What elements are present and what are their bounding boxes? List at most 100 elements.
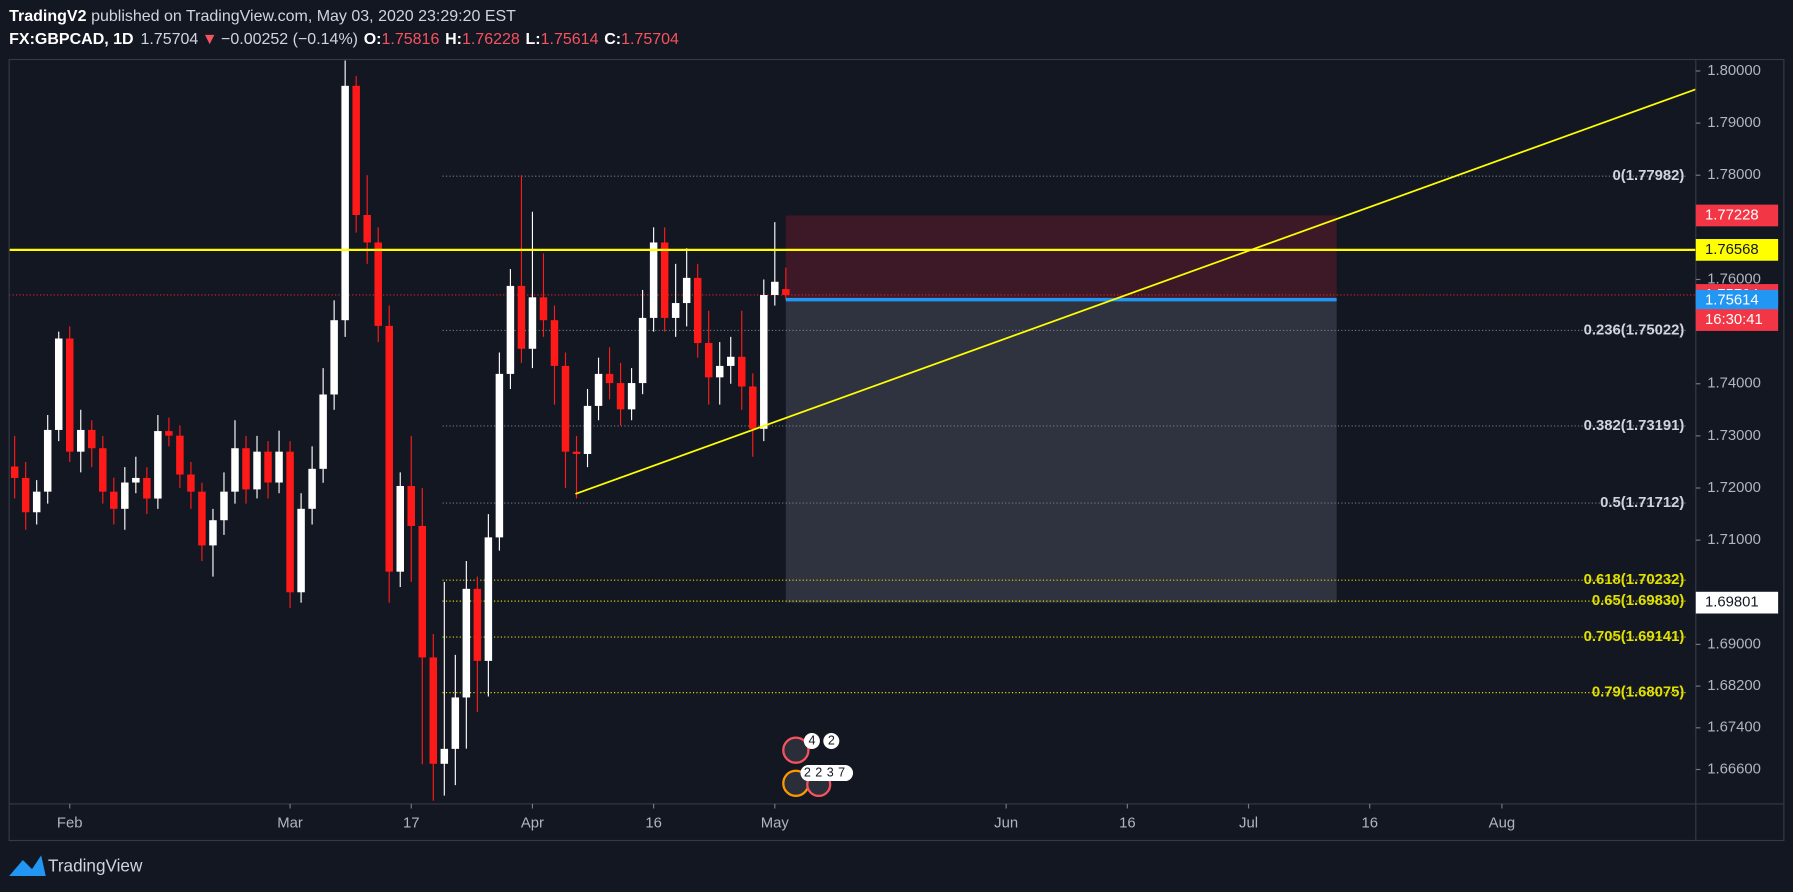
- ohlc-value: 1.75704: [621, 31, 679, 48]
- candle-body: [539, 297, 548, 321]
- candle-body: [495, 373, 504, 538]
- y-tick-label: 1.78000: [1707, 167, 1761, 183]
- event-badges: 4 2 2 2 3 7: [782, 733, 854, 798]
- y-tick-label: 1.80000: [1707, 63, 1761, 79]
- y-tick-label: 1.76000: [1707, 271, 1761, 287]
- candle-body: [704, 343, 713, 378]
- stop-price-label: 1.77228: [1705, 207, 1759, 223]
- plot-area: 0(1.77982) 0.236(1.75022) 0.382(1.73191) 0.…: [9, 60, 1696, 801]
- candle-body: [88, 429, 96, 449]
- y-tick-label: 1.74000: [1707, 376, 1761, 392]
- ohlc-label: H:: [445, 31, 462, 48]
- fib-label: 0(1.77982): [1612, 168, 1684, 184]
- event-badge: [823, 733, 840, 750]
- candle-body: [561, 365, 570, 452]
- ohlc-value: 1.75816: [382, 31, 440, 48]
- candle-body: [385, 325, 393, 572]
- candle-body: [462, 588, 471, 698]
- candle-body: [264, 451, 272, 483]
- candle-body: [749, 386, 757, 429]
- x-tick-label: Mar: [277, 815, 303, 831]
- event-count: 2: [815, 765, 822, 779]
- candle-body: [363, 215, 371, 243]
- y-tick-label: 1.69000: [1707, 636, 1761, 652]
- x-tick-label: Jul: [1239, 815, 1258, 831]
- candle-body: [528, 297, 537, 349]
- candle-body: [154, 431, 162, 499]
- header-line: TradingV2 published on TradingView.com, M…: [9, 8, 516, 25]
- countdown-box: [1695, 309, 1779, 331]
- level-price-label: 1.76568: [1705, 242, 1759, 258]
- candle-body: [473, 588, 482, 661]
- candle-body: [594, 373, 603, 406]
- candle-body: [341, 85, 349, 321]
- candle-body: [726, 356, 735, 366]
- candle-body: [517, 285, 526, 349]
- x-tick-label: Apr: [521, 815, 544, 831]
- footer: TradingView: [9, 855, 143, 876]
- x-tick-label: May: [761, 815, 790, 831]
- y-tick-label: 1.79000: [1707, 115, 1761, 131]
- candle-body: [242, 448, 250, 490]
- y-tick-label: 1.68200: [1707, 678, 1761, 694]
- candle-body: [308, 468, 316, 509]
- entry-price-box: [1695, 289, 1779, 312]
- candle-body: [407, 485, 416, 526]
- candle-body: [253, 451, 261, 490]
- stop-price-box: [1695, 204, 1779, 227]
- candle-body: [572, 451, 581, 454]
- countdown: 16:30:41: [1705, 312, 1763, 328]
- arrow: ▼: [202, 31, 218, 48]
- event-count: 2: [828, 733, 835, 747]
- candle-body: [231, 448, 239, 492]
- x-tick-label: 17: [403, 815, 420, 831]
- candle-body: [715, 365, 724, 378]
- last: 1.75704: [140, 31, 198, 48]
- candle-body: [682, 277, 691, 304]
- candle-body: [506, 285, 515, 374]
- y-tick-label: 1.73000: [1707, 428, 1761, 444]
- candle-body: [451, 697, 460, 749]
- y-tick-label: 1.72000: [1707, 480, 1761, 496]
- event-count: 2: [804, 765, 811, 779]
- candle-body: [32, 491, 41, 513]
- candle-body: [396, 485, 404, 572]
- candle-body: [319, 394, 327, 469]
- candle-body: [429, 657, 438, 764]
- candle-body: [771, 281, 779, 296]
- event-count: 7: [838, 765, 845, 779]
- entry-price-label: 1.75614: [1705, 293, 1759, 309]
- x-tick-label: Feb: [57, 815, 83, 831]
- candle-body: [760, 295, 768, 429]
- candle-body: [121, 482, 129, 509]
- ohlc-value: 1.75614: [541, 31, 599, 48]
- candle-body: [484, 537, 493, 661]
- change: −0.00252 (−0.14%): [221, 31, 358, 48]
- candle-body: [21, 477, 30, 513]
- candle-body: [99, 448, 107, 492]
- published: published on TradingView.com, May 03, 20…: [91, 8, 516, 25]
- x-tick-label: 16: [1119, 815, 1136, 831]
- x-tick-label: 16: [645, 815, 662, 831]
- event-badge: [800, 765, 854, 782]
- candle-body: [627, 383, 636, 410]
- candle-body: [187, 474, 195, 492]
- candle-body: [65, 338, 74, 452]
- event-count: 3: [827, 765, 834, 779]
- candle-body: [176, 435, 184, 475]
- candle-body: [275, 451, 283, 483]
- stop-zone: [785, 215, 1337, 300]
- candle-body: [374, 242, 382, 326]
- fib-label: 0.382(1.73191): [1584, 418, 1685, 434]
- candle-body: [649, 242, 658, 318]
- candle-body: [738, 356, 746, 387]
- level-price-box: [1695, 239, 1779, 261]
- brand-name: TradingView: [48, 855, 143, 875]
- candle-body: [782, 289, 790, 295]
- fib-label: 0.705(1.69141): [1584, 629, 1685, 645]
- fib-label: 0.236(1.75022): [1584, 322, 1685, 338]
- fib-label: 0.79(1.68075): [1592, 685, 1685, 701]
- event-count: 4: [808, 733, 815, 747]
- event-badge: [803, 733, 820, 750]
